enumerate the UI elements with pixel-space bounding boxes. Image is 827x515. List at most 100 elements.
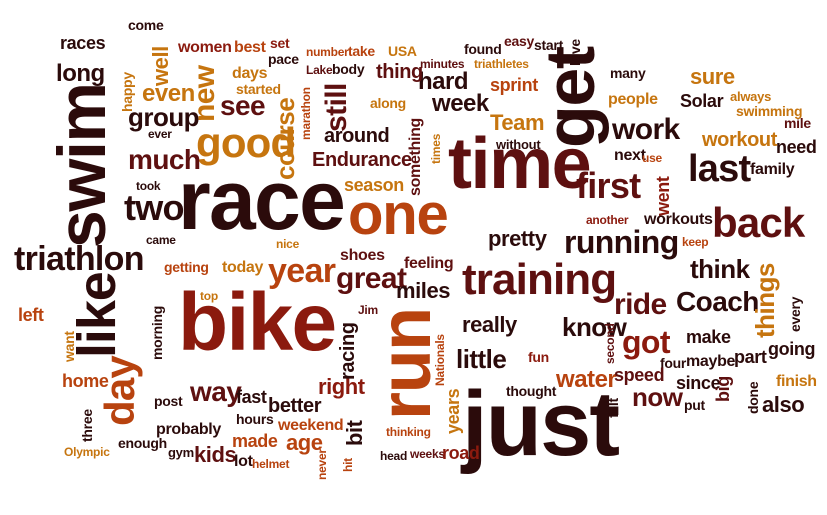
- word-hit: hit: [341, 458, 355, 472]
- word-triathletes: triathletes: [474, 57, 529, 71]
- word-training: training: [462, 255, 617, 304]
- word-part: part: [734, 347, 767, 367]
- word-years: years: [443, 388, 463, 434]
- word-head: head: [380, 449, 408, 463]
- word-Coach: Coach: [676, 286, 759, 317]
- word-nice: nice: [276, 237, 300, 251]
- word-morning: morning: [149, 305, 165, 360]
- word-really: really: [462, 312, 517, 337]
- word-back: back: [712, 199, 805, 246]
- word-three: three: [79, 409, 95, 442]
- word-found: found: [464, 41, 502, 57]
- word-work: work: [612, 113, 680, 146]
- word-great: great: [336, 262, 407, 295]
- word-road: road: [442, 443, 480, 463]
- word-use: use: [642, 151, 662, 165]
- word-started: started: [236, 81, 281, 97]
- word-group: group: [128, 102, 200, 132]
- word-racing: racing: [337, 322, 359, 380]
- word-times: times: [429, 133, 443, 164]
- word-just: just: [462, 373, 620, 475]
- word-time: time: [448, 124, 592, 204]
- word-sprint: sprint: [490, 75, 538, 95]
- word-minutes: minutes: [420, 57, 465, 71]
- word-thought: thought: [506, 383, 557, 399]
- word-well: well: [148, 46, 173, 86]
- word-last: last: [688, 148, 751, 190]
- word-made: made: [232, 431, 278, 451]
- word-enough: enough: [118, 435, 167, 451]
- word-workouts: workouts: [644, 211, 713, 228]
- word-Nationals: Nationals: [433, 334, 447, 386]
- word-swimming: swimming: [736, 103, 803, 119]
- word-year: year: [268, 252, 336, 290]
- word-bit: bit: [342, 420, 367, 446]
- word-Team: Team: [490, 110, 545, 135]
- word-women: women: [178, 39, 232, 56]
- word-always: always: [730, 89, 772, 104]
- word-swim: swim: [44, 83, 120, 248]
- word-way: way: [190, 376, 242, 407]
- word-Olympic: Olympic: [64, 445, 110, 459]
- word-finish: finish: [776, 373, 817, 390]
- word-kids: kids: [194, 442, 237, 467]
- word-big: big: [713, 376, 733, 402]
- word-days: days: [232, 65, 268, 82]
- word-happy: happy: [119, 72, 135, 112]
- word-mile: mile: [784, 115, 811, 131]
- word-things: things: [750, 263, 780, 338]
- word-start: start: [534, 37, 563, 53]
- word-put: put: [684, 397, 705, 413]
- word-thing: thing: [376, 61, 423, 83]
- word-easy: easy: [504, 33, 535, 49]
- word-best: best: [234, 39, 266, 56]
- word-Jim: Jim: [358, 303, 378, 317]
- word-also: also: [762, 392, 805, 417]
- word-marathon: marathon: [299, 87, 313, 140]
- word-much: much: [128, 144, 201, 175]
- word-bike: bike: [178, 277, 337, 368]
- word-helmet: helmet: [252, 457, 290, 471]
- word-take: take: [348, 43, 375, 59]
- word-hard: hard: [418, 68, 469, 95]
- word-races: races: [60, 33, 106, 53]
- word-long: long: [56, 60, 105, 87]
- word-fun: fun: [528, 349, 549, 365]
- word-maybe: maybe: [686, 353, 736, 370]
- word-season: season: [344, 175, 404, 195]
- word-Lake: Lake: [306, 63, 333, 77]
- word-know: know: [562, 312, 627, 342]
- word-many: many: [610, 65, 646, 81]
- word-little: little: [456, 344, 507, 374]
- word-family: family: [750, 161, 795, 178]
- word-people: people: [608, 91, 658, 108]
- word-keep: keep: [682, 235, 709, 249]
- word-never: never: [315, 449, 329, 480]
- word-run: run: [366, 308, 446, 420]
- word-done: done: [745, 381, 761, 414]
- word-come: come: [128, 17, 164, 33]
- word-set: set: [270, 35, 290, 51]
- word-sure: sure: [690, 64, 735, 89]
- word-ride: ride: [614, 288, 667, 321]
- word-lot: lot: [234, 453, 253, 470]
- word-fast: fast: [236, 387, 267, 407]
- word-course: course: [270, 97, 300, 180]
- word-thinking: thinking: [386, 425, 431, 439]
- word-Solar: Solar: [680, 91, 724, 111]
- word-first: first: [576, 165, 641, 206]
- word-one: one: [348, 182, 449, 247]
- word-post: post: [154, 393, 183, 409]
- word-ever: ever: [148, 127, 172, 141]
- word-Endurance: Endurance: [312, 149, 412, 171]
- word-got: got: [622, 324, 670, 360]
- word-week: week: [432, 90, 489, 117]
- word-home: home: [62, 371, 109, 391]
- word-running: running: [564, 224, 679, 260]
- word-since: since: [676, 373, 721, 393]
- word-right: right: [318, 374, 365, 399]
- word-make: make: [686, 327, 731, 347]
- word-something: something: [407, 117, 424, 196]
- word-day: day: [96, 356, 143, 426]
- word-pace: pace: [268, 51, 299, 67]
